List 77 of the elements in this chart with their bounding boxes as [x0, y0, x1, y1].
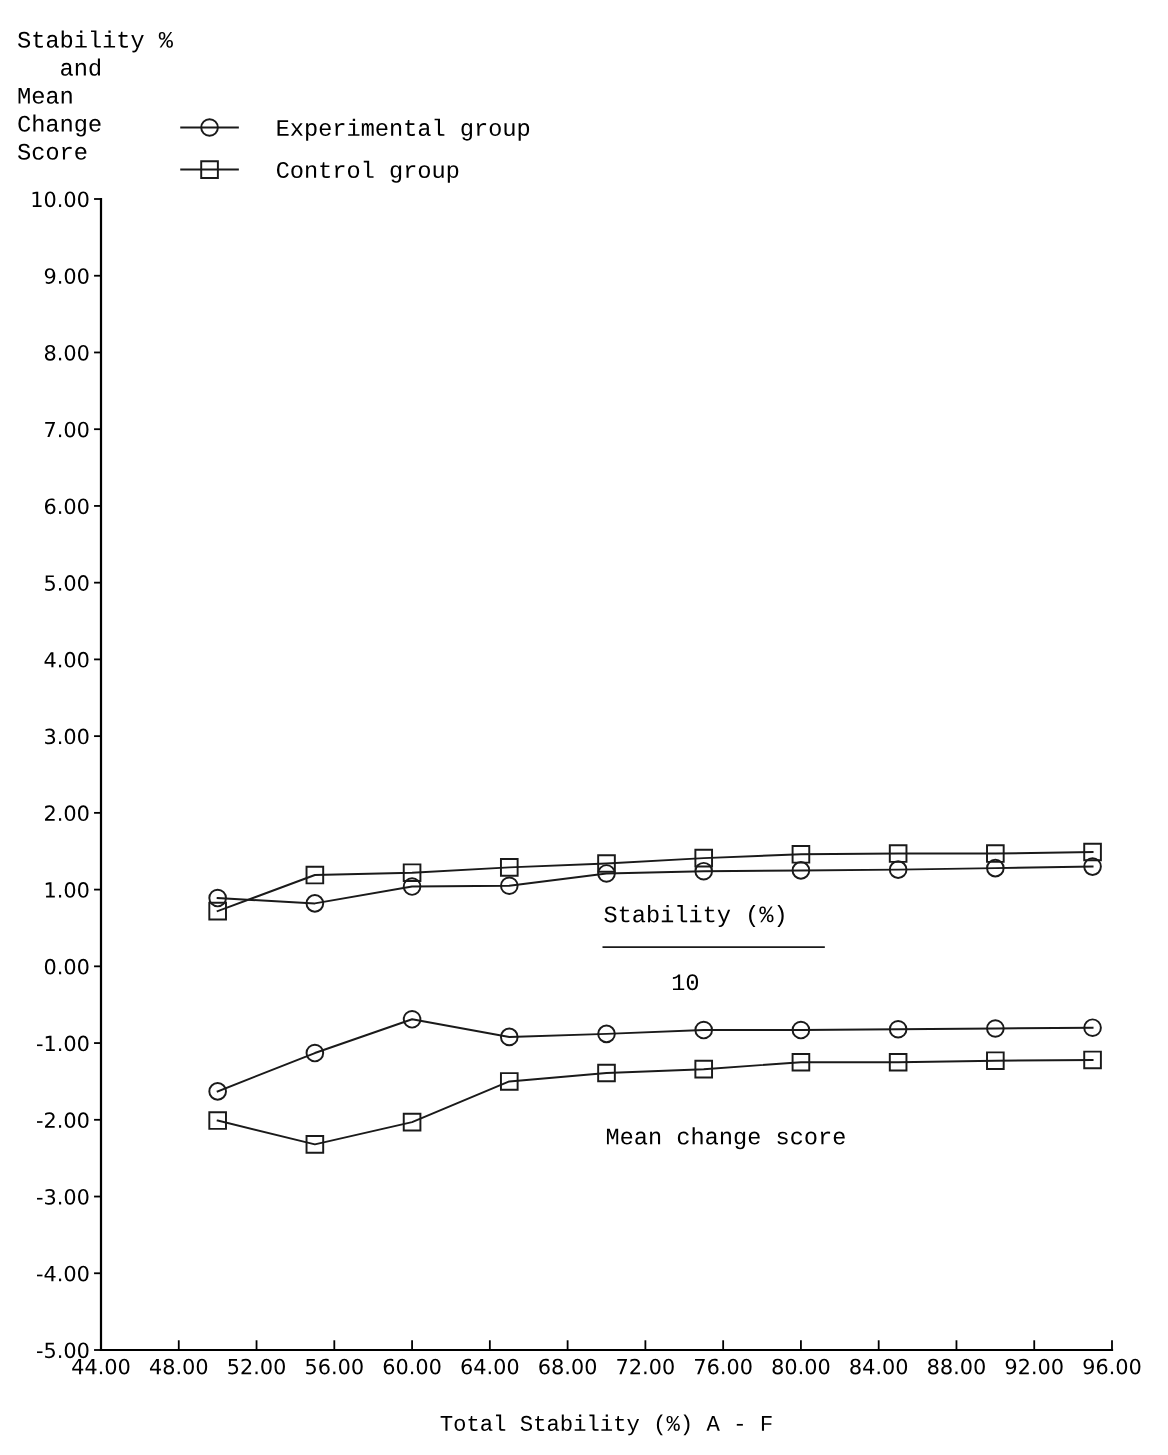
x-tick-label: 80.00 [772, 1358, 830, 1375]
y-axis-title: Stability % and Mean Change Score [18, 30, 173, 160]
x-tick-label: 76.00 [695, 1358, 752, 1375]
point [597, 1024, 616, 1044]
point [402, 863, 422, 883]
x-tick-label: 72.00 [617, 1358, 674, 1375]
y-tick-label: 0.00 [44, 958, 89, 975]
annotation: Mean change score [606, 1127, 845, 1150]
y-tick-label: -4.00 [37, 1265, 89, 1282]
x-tick-label: 68.00 [539, 1358, 597, 1375]
x-tick-label: 52.00 [228, 1358, 285, 1375]
y-tick-label: 1.00 [45, 882, 89, 898]
point [888, 1052, 908, 1072]
annotation: Stability (%) [604, 905, 784, 928]
point [208, 1111, 227, 1130]
point [499, 876, 519, 896]
x-tick-label: 56.00 [306, 1358, 363, 1375]
y-tick-label: 3.00 [45, 728, 89, 745]
point [208, 888, 227, 908]
point [791, 845, 811, 864]
point [694, 861, 714, 881]
point [597, 854, 616, 873]
point [305, 894, 325, 913]
y-tick-label: 9.00 [44, 268, 89, 284]
point [694, 1059, 714, 1079]
point [499, 858, 519, 877]
x-tick-label: 60.00 [383, 1358, 441, 1375]
point [986, 1051, 1005, 1071]
annotation: 10 [672, 974, 699, 991]
y-tick-label: 4.00 [44, 651, 89, 668]
point [791, 1052, 811, 1072]
x-tick-label: 44.00 [72, 1358, 130, 1375]
y-tick-label: -2.00 [37, 1112, 89, 1129]
point [791, 1020, 811, 1040]
point [402, 877, 422, 896]
point [597, 1063, 616, 1083]
y-tick-label: -1.00 [37, 1035, 89, 1052]
point [1083, 842, 1102, 862]
y-tick-label: 6.00 [44, 498, 89, 515]
x-tick-label: 96.00 [1083, 1358, 1141, 1375]
point [986, 1019, 1005, 1038]
point [888, 1019, 908, 1039]
y-tick-label: 10.00 [32, 191, 89, 208]
point [694, 848, 714, 868]
x-axis-title: Total Stability (%) A - F [440, 1414, 772, 1436]
point [1083, 1050, 1102, 1070]
point [597, 864, 616, 883]
point [1083, 1018, 1102, 1038]
point [791, 861, 811, 880]
y-tick-label: -5.00 [37, 1342, 89, 1359]
point [402, 1009, 422, 1029]
point [888, 844, 908, 863]
y-tick-label: 7.00 [45, 421, 89, 438]
x-tick-label: 88.00 [928, 1358, 985, 1375]
point [986, 858, 1005, 878]
x-tick-label: 92.00 [1005, 1358, 1063, 1375]
point [888, 860, 908, 879]
point [305, 1135, 325, 1154]
point [305, 1043, 325, 1063]
x-tick-label: 84.00 [850, 1358, 908, 1375]
x-tick-label: 64.00 [461, 1358, 519, 1375]
point [499, 1072, 519, 1091]
y-tick-label: 5.00 [45, 575, 89, 591]
point [305, 865, 325, 885]
point [1083, 857, 1102, 876]
point [402, 1112, 422, 1132]
point [208, 901, 227, 921]
legend-label: Experimental group [277, 118, 530, 141]
y-tick-label: 2.00 [45, 805, 89, 822]
y-tick-label: 8.00 [44, 344, 89, 361]
x-tick-label: 48.00 [149, 1358, 208, 1375]
legend-label: Control group [276, 160, 459, 183]
point [208, 1082, 227, 1101]
point [499, 1027, 519, 1047]
point [986, 844, 1005, 863]
y-tick-label: -3.00 [37, 1188, 89, 1205]
point [694, 1020, 714, 1040]
